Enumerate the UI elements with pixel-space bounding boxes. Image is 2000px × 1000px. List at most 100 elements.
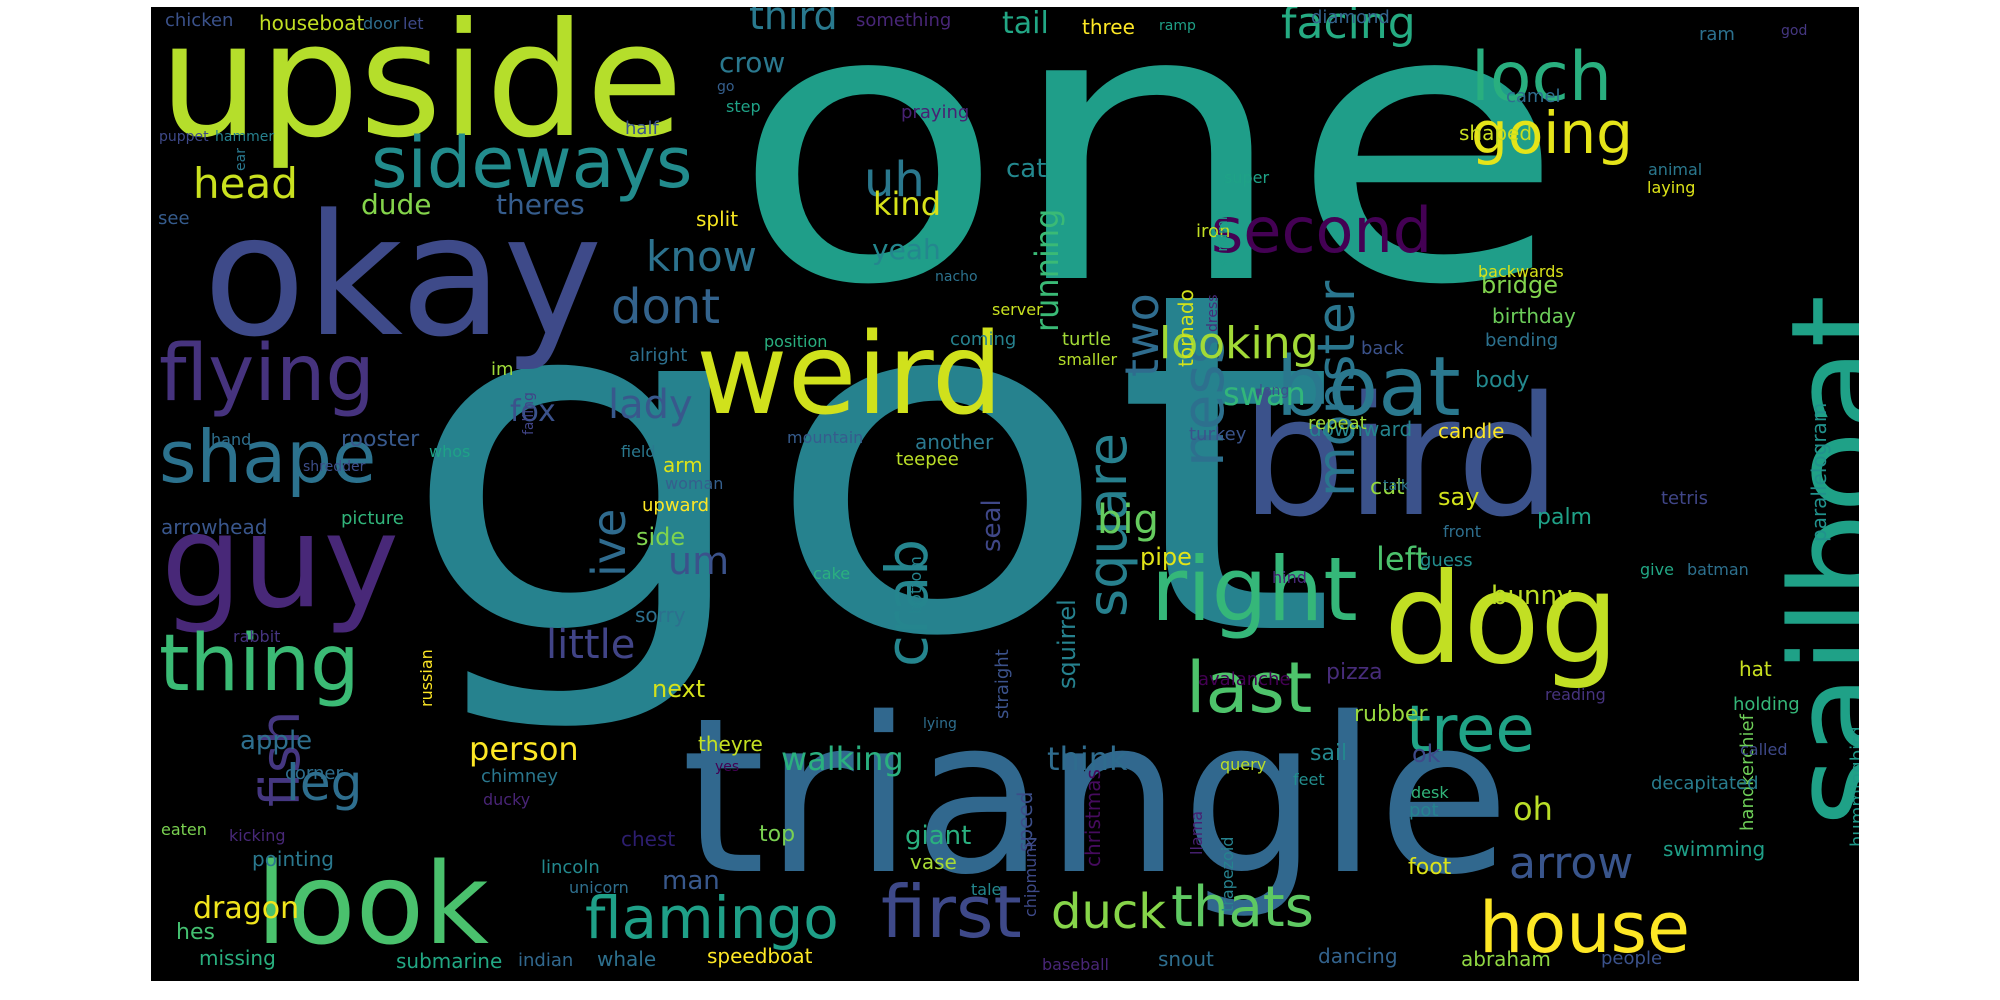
cloud-word-dress: dress — [1205, 294, 1221, 332]
cloud-word-apple: apple — [240, 726, 313, 757]
word-cloud: one got triangle upside okay sail boat bird weir… — [151, 7, 1859, 981]
cloud-word-head: head — [193, 159, 298, 209]
cloud-word-theyre: theyre — [698, 731, 763, 756]
cloud-word-person: person — [469, 729, 579, 768]
cloud-word-man: man — [662, 866, 720, 897]
cloud-word-hind: hind — [1272, 568, 1307, 588]
cloud-word-yeah: yeah — [872, 233, 941, 267]
cloud-word-hat: hat — [1739, 656, 1772, 681]
cloud-word-big: big — [1097, 497, 1159, 544]
cloud-word-batman: batman — [1687, 560, 1749, 580]
cloud-word-whale: whale — [597, 946, 657, 971]
cloud-word-llama: llama — [1187, 810, 1206, 855]
cloud-word-kind: kind — [873, 184, 942, 223]
cloud-word-foot: foot — [1408, 854, 1452, 880]
cloud-word-puppet: puppet — [159, 129, 209, 146]
cloud-word-woman: woman — [665, 474, 724, 494]
cloud-word-think: think — [1047, 739, 1128, 778]
cloud-word-hes: hes — [176, 919, 215, 945]
cloud-word-facing: facing — [1281, 7, 1416, 49]
cloud-word-something: something — [856, 10, 952, 32]
cloud-word-turtle: turtle — [1062, 329, 1111, 351]
cloud-word-bridge: bridge — [1481, 270, 1559, 299]
cloud-word-look: look — [256, 839, 490, 970]
cloud-word-fox: fox — [510, 394, 556, 430]
cloud-word-arrow: arrow — [1509, 837, 1634, 889]
cloud-word-ive: ive — [582, 508, 636, 577]
cloud-word-pointing: pointing — [252, 846, 334, 871]
cloud-word-duck: duck — [1051, 883, 1167, 940]
cloud-word-top: top — [759, 821, 796, 847]
cloud-word-hand: hand — [211, 430, 252, 450]
cloud-word-picture: picture — [341, 508, 404, 530]
cloud-word-um: um — [668, 539, 730, 584]
cloud-word-straight: straight — [992, 649, 1013, 719]
cloud-word-ducky: ducky — [483, 790, 531, 810]
cloud-word-rabbit: rabbit — [233, 627, 281, 647]
cloud-word-boat: boat — [1276, 339, 1461, 435]
cloud-word-triangle: triangle — [681, 671, 1510, 923]
cloud-word-birthday: birthday — [1492, 303, 1576, 328]
cloud-word-sideways: sideways — [371, 121, 693, 204]
cloud-word-door: door — [363, 14, 400, 34]
cloud-word-bottom: bottom — [906, 556, 925, 614]
cloud-word-flamingo: flamingo — [585, 883, 839, 952]
cloud-word-eaten: eaten — [161, 820, 207, 840]
cloud-word-flying: flying — [159, 329, 375, 420]
cloud-word-candle: candle — [1438, 418, 1505, 443]
cloud-word-shaped: shaped — [1459, 120, 1533, 145]
cloud-word-snout: snout — [1158, 946, 1214, 971]
cloud-word-oh: oh — [1513, 789, 1553, 828]
cloud-word-sail: sail — [1310, 740, 1348, 766]
cloud-word-russian: russian — [417, 649, 436, 707]
cloud-word-rubber: rubber — [1354, 701, 1428, 727]
cloud-word-third: third — [749, 7, 838, 39]
cloud-word-bending: bending — [1485, 330, 1559, 352]
cloud-word-ok: ok — [1412, 739, 1441, 768]
cloud-word-tornado: tornado — [1174, 289, 1198, 367]
cloud-word-tree: tree — [1406, 693, 1535, 768]
cloud-word-praying: praying — [901, 102, 970, 124]
cloud-word-shredder: shredder — [303, 459, 366, 476]
cloud-word-bird: bird — [1241, 361, 1562, 554]
cloud-word-coming: coming — [950, 329, 1017, 351]
cloud-word-parallelogram: parallelogram — [1807, 402, 1831, 542]
cloud-word-chicken: chicken — [165, 10, 234, 32]
cloud-word-teepee: teepee — [896, 449, 959, 471]
cloud-word-nacho: nacho — [935, 269, 978, 286]
cloud-word-talk: talk — [1383, 478, 1410, 495]
cloud-word-giant: giant — [905, 821, 972, 852]
cloud-word-missing: missing — [199, 945, 276, 970]
cloud-word-ramp: ramp — [1159, 18, 1196, 35]
cloud-word-vase: vase — [910, 849, 957, 874]
cloud-word-hummingbird: hummingbird — [1847, 726, 1859, 847]
cloud-word-hammer: hammer — [215, 129, 275, 146]
cloud-word-looking: looking — [1159, 317, 1319, 369]
cloud-word-whos: whos — [429, 442, 471, 462]
cloud-word-unicorn: unicorn — [569, 878, 629, 898]
cloud-word-front: front — [1443, 522, 1482, 542]
cloud-word-swimming: swimming — [1663, 836, 1766, 861]
cloud-word-second: second — [1211, 193, 1433, 267]
cloud-word-thing: thing — [159, 619, 360, 710]
cloud-word-pizza: pizza — [1326, 659, 1383, 685]
cloud-word-animal: animal — [1648, 160, 1703, 180]
cloud-word-dude: dude — [361, 188, 432, 222]
cloud-word-dog: dog — [1384, 547, 1620, 692]
cloud-word-yes: yes — [715, 759, 740, 776]
cloud-word-corner: corner — [285, 763, 343, 785]
cloud-word-called: called — [1740, 740, 1788, 760]
cloud-word-cut: cut — [1370, 474, 1405, 500]
cloud-word-field: field — [621, 442, 656, 462]
cloud-word-chimney: chimney — [481, 766, 558, 788]
cloud-word-tail: tail — [1002, 7, 1049, 42]
cloud-word-give: give — [1640, 560, 1674, 580]
cloud-word-kicking: kicking — [229, 826, 286, 846]
cloud-word-leg: leg — [286, 754, 363, 812]
cloud-word-turkey: turkey — [1189, 424, 1247, 446]
cloud-word-lying: lying — [923, 716, 957, 733]
cloud-word-long: long — [1259, 383, 1290, 400]
cloud-word-body: body — [1475, 367, 1530, 393]
cloud-word-dragon: dragon — [193, 891, 300, 927]
cloud-word-falling: falling — [521, 392, 537, 435]
